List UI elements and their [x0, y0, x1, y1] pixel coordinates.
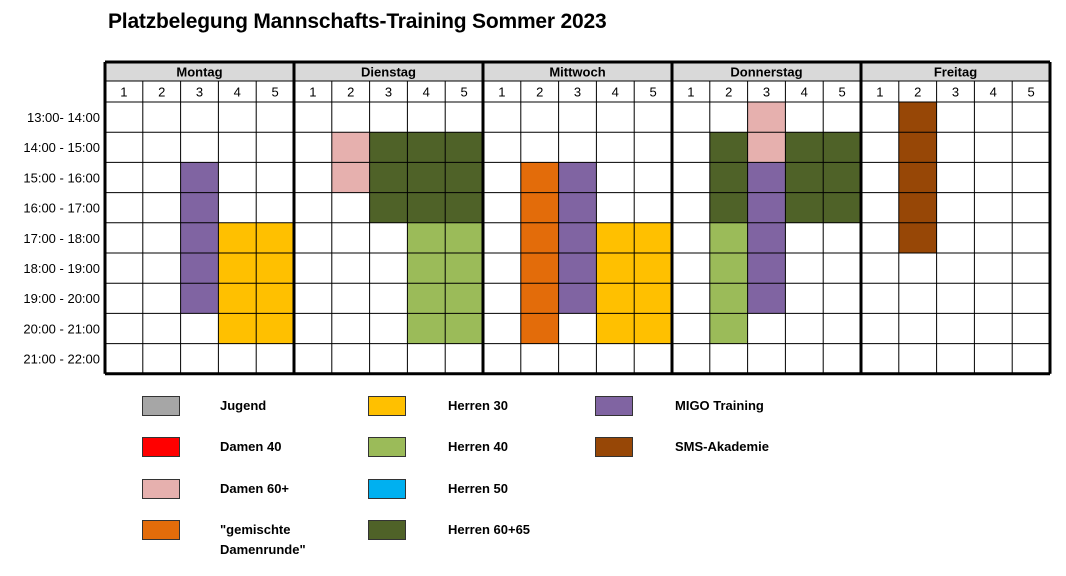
court-number: 3 [574, 85, 581, 100]
court-number: 3 [952, 85, 959, 100]
court-number: 2 [914, 85, 921, 100]
court-number: 3 [763, 85, 770, 100]
booking-block [898, 102, 937, 253]
court-number: 5 [460, 85, 467, 100]
court-number: 1 [120, 85, 127, 100]
day-header-band [105, 62, 1050, 81]
court-number: 1 [498, 85, 505, 100]
day-label: Freitag [934, 65, 977, 80]
court-number: 4 [234, 85, 241, 100]
time-slot-label: 15:00 - 16:00 [23, 170, 100, 185]
legend-swatch [595, 437, 633, 457]
legend-label: Damen 60+ [220, 481, 290, 496]
court-number: 3 [196, 85, 203, 100]
booking-block [747, 162, 786, 314]
page-title: Platzbelegung Mannschafts-Training Somme… [108, 10, 607, 33]
legend-label: MIGO Training [675, 398, 764, 413]
legend-label: Herren 40 [448, 439, 508, 454]
legend-swatch [368, 437, 406, 457]
time-slot-label: 19:00 - 20:00 [23, 291, 100, 306]
legend-swatch [142, 396, 180, 416]
legend-swatch [368, 396, 406, 416]
court-number: 4 [423, 85, 430, 100]
court-number: 2 [536, 85, 543, 100]
time-slot-label: 17:00 - 18:00 [23, 231, 100, 246]
time-slot-label: 21:00 - 22:00 [23, 352, 100, 367]
court-number: 5 [838, 85, 845, 100]
court-number: 2 [347, 85, 354, 100]
booking-block [823, 132, 861, 223]
time-slot-label: 16:00 - 17:00 [23, 201, 100, 216]
court-number: 4 [801, 85, 808, 100]
booking-block [785, 132, 824, 223]
legend-label: Herren 60+65 [448, 522, 531, 537]
legend-label: Herren 50 [448, 481, 508, 496]
legend-swatch [368, 520, 406, 540]
legend-swatch [142, 479, 180, 499]
court-number: 5 [649, 85, 656, 100]
court-number: 1 [687, 85, 694, 100]
court-number: 3 [385, 85, 392, 100]
legend-label: Damenrunde" [220, 542, 306, 557]
court-number: 2 [725, 85, 732, 100]
court-number: 5 [271, 85, 278, 100]
court-number: 4 [990, 85, 997, 100]
legend-swatch [142, 520, 180, 540]
court-number: 5 [1027, 85, 1034, 100]
booking-block [180, 162, 219, 314]
legend-swatch [595, 396, 633, 416]
booking-block [558, 162, 597, 314]
court-number: 4 [612, 85, 619, 100]
time-slot-label: 18:00 - 19:00 [23, 261, 100, 276]
legend-swatch [142, 437, 180, 457]
booking-block [709, 132, 748, 223]
time-slot-label: 13:00- 14:00 [27, 110, 100, 125]
day-label: Montag [176, 65, 222, 80]
court-number: 1 [876, 85, 883, 100]
day-label: Mittwoch [549, 65, 605, 80]
court-number: 1 [309, 85, 316, 100]
time-slot-label: 14:00 - 15:00 [23, 140, 100, 155]
booking-block [369, 132, 408, 223]
legend-label: SMS-Akademie [675, 439, 769, 454]
day-label: Donnerstag [730, 65, 802, 80]
legend-swatch [368, 479, 406, 499]
legend-label: Herren 30 [448, 398, 508, 413]
booking-block [407, 132, 446, 223]
legend-label: Damen 40 [220, 439, 282, 454]
legend-label: Jugend [220, 398, 267, 413]
legend-label: "gemischte [220, 522, 291, 537]
court-number: 2 [158, 85, 165, 100]
time-slot-label: 20:00 - 21:00 [23, 321, 100, 336]
day-label: Dienstag [361, 65, 416, 80]
booking-block [445, 132, 483, 223]
